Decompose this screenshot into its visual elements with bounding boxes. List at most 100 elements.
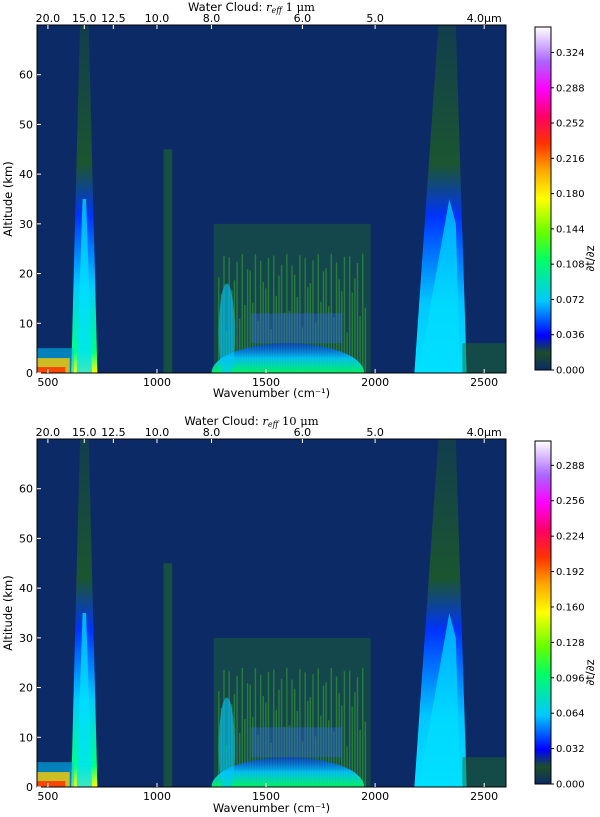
water-vapour-streak <box>348 670 351 787</box>
water-vapour-streak <box>356 677 359 787</box>
water-vapour-streak <box>325 682 327 787</box>
colorbar-tick-label: 0.096 <box>556 673 585 684</box>
water-vapour-streak <box>335 676 338 787</box>
x-tick-label: 2000 <box>361 790 389 803</box>
water-vapour-streak <box>244 305 246 373</box>
water-vapour-streak <box>362 253 364 373</box>
low-level-peak <box>37 367 66 373</box>
water-vapour-streak <box>288 725 291 787</box>
y-tick-label: 30 <box>19 218 33 231</box>
top-tick-label: 15.0 <box>72 426 97 439</box>
colorbar-tick-label: 0.128 <box>556 638 585 649</box>
water-vapour-streak <box>267 257 270 373</box>
water-vapour-streak <box>296 711 298 787</box>
water-vapour-streak <box>275 295 278 373</box>
top-tick-label: 12.5 <box>101 12 126 25</box>
water-vapour-streak <box>299 255 301 373</box>
water-vapour-streak <box>359 729 361 787</box>
water-vapour-streak <box>293 688 296 787</box>
water-vapour-streak <box>343 670 346 787</box>
plot-frame <box>36 24 507 374</box>
x-tick-label: 2500 <box>470 790 498 803</box>
water-vapour-streak <box>262 282 264 373</box>
water-vapour-streak <box>341 291 343 373</box>
top-tick-label: 12.5 <box>101 426 126 439</box>
water-vapour-streak <box>348 256 351 373</box>
water-vapour-streak <box>312 260 314 373</box>
water-vapour-streak <box>346 332 348 373</box>
water-vapour-streak <box>241 668 244 787</box>
colorbar-tick-label: 0.160 <box>556 602 585 613</box>
water-vapour-core <box>211 343 365 373</box>
colorbar-label: ∂t/∂z <box>583 659 597 685</box>
x-tick-label: 1000 <box>143 790 171 803</box>
top-tick-label: 4.0μm <box>467 12 502 25</box>
heatmap-field <box>37 25 506 373</box>
colorbar-tick-label: 0.144 <box>556 224 585 235</box>
x-axis-label: Wavenumber (cm⁻¹) <box>213 801 330 815</box>
water-vapour-streak <box>244 719 246 787</box>
water-vapour-streak <box>338 279 340 373</box>
water-vapour-streak <box>309 697 312 787</box>
water-vapour-branch <box>218 697 235 787</box>
y-tick-label: 0 <box>26 781 33 794</box>
colorbar-tick-label: 0.032 <box>556 744 585 755</box>
colorbar-tick-label: 0.256 <box>556 496 585 507</box>
y-tick-label: 50 <box>19 532 33 545</box>
co2-15um-core <box>76 613 92 787</box>
water-vapour-streak <box>273 255 275 373</box>
top-tick-label: 4.0μm <box>467 426 502 439</box>
y-tick-label: 20 <box>19 682 33 695</box>
colorbar-tick-label: 0.252 <box>556 119 585 130</box>
water-vapour-streak <box>338 693 340 787</box>
water-vapour-streak <box>238 318 241 373</box>
water-vapour-core <box>211 757 365 787</box>
colorbar <box>534 440 552 785</box>
x-tick-label: 500 <box>37 790 58 803</box>
water-vapour-streak <box>218 277 220 373</box>
top-tick-label: 20.0 <box>36 426 61 439</box>
y-tick-label: 10 <box>19 731 33 744</box>
water-vapour-streak <box>364 721 367 787</box>
colorbar-tick-label: 0.064 <box>556 709 585 720</box>
water-vapour-streak <box>317 668 319 787</box>
water-vapour-streak <box>286 253 288 373</box>
top-tick-label: 10.0 <box>145 426 170 439</box>
co2-15um-core <box>76 199 92 373</box>
water-vapour-streak <box>265 288 267 373</box>
colorbar-tick-label: 0.192 <box>556 567 585 578</box>
top-tick-label: 8.0 <box>203 12 221 25</box>
water-vapour-streak <box>327 306 330 373</box>
water-vapour-upper <box>250 727 343 758</box>
colorbar-tick-label: 0.036 <box>556 330 585 341</box>
water-vapour-streak <box>307 287 309 373</box>
water-vapour-streak <box>236 675 238 787</box>
y-tick-label: 50 <box>19 118 33 131</box>
co2-4um-core <box>418 199 461 373</box>
top-tick-label: 15.0 <box>72 12 97 25</box>
water-vapour-streak <box>296 297 298 373</box>
water-vapour-streak <box>283 726 285 787</box>
water-vapour-streak <box>312 674 314 787</box>
x-tick-label: 2500 <box>470 376 498 389</box>
y-axis-label: Altitude (km) <box>1 575 15 650</box>
water-vapour-streak <box>254 254 257 373</box>
co2-4um-tail <box>462 343 506 373</box>
water-vapour-streak <box>249 270 251 373</box>
water-vapour-upper <box>250 313 343 344</box>
water-vapour-streak <box>252 302 254 373</box>
water-vapour-streak <box>246 683 249 787</box>
water-vapour-streak <box>265 702 267 787</box>
co2-4um-core <box>418 613 461 787</box>
top-tick-label: 10.0 <box>145 12 170 25</box>
water-vapour-streak <box>291 265 293 373</box>
water-vapour-streak <box>267 671 270 787</box>
water-vapour-streak <box>259 674 262 787</box>
x-axis-label: Wavenumber (cm⁻¹) <box>213 386 330 400</box>
water-vapour-streak <box>333 731 335 787</box>
top-tick-label: 5.0 <box>366 426 384 439</box>
water-vapour-streak <box>330 667 333 787</box>
water-vapour-streak <box>249 684 251 787</box>
water-vapour-streak <box>262 696 264 787</box>
